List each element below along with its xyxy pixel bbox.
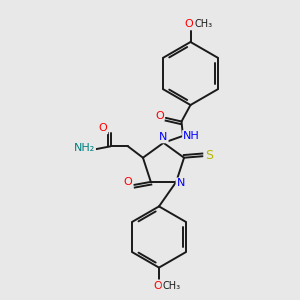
Text: O: O (123, 177, 132, 187)
Text: O: O (184, 19, 194, 29)
Text: NH₂: NH₂ (74, 143, 95, 153)
Text: O: O (99, 123, 107, 133)
Text: O: O (155, 111, 164, 121)
Text: S: S (205, 149, 213, 162)
Text: NH: NH (183, 131, 200, 141)
Text: N: N (176, 178, 185, 188)
Text: CH₃: CH₃ (194, 19, 212, 29)
Text: CH₃: CH₃ (163, 280, 181, 291)
Text: O: O (153, 280, 162, 291)
Text: N: N (159, 132, 168, 142)
